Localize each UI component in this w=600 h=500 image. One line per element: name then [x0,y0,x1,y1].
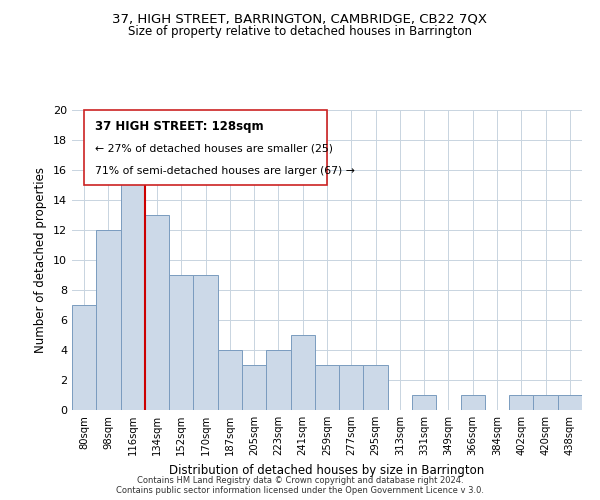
Bar [72,305,96,410]
Bar [533,395,558,410]
Bar [364,365,388,410]
Text: 37 HIGH STREET: 128sqm: 37 HIGH STREET: 128sqm [95,120,263,133]
Bar [412,395,436,410]
Text: Contains public sector information licensed under the Open Government Licence v : Contains public sector information licen… [116,486,484,495]
Bar [145,215,169,410]
Bar [315,365,339,410]
Bar [558,395,582,410]
Text: 71% of semi-detached houses are larger (67) →: 71% of semi-detached houses are larger (… [95,166,355,176]
X-axis label: Distribution of detached houses by size in Barrington: Distribution of detached houses by size … [169,464,485,476]
Text: 37, HIGH STREET, BARRINGTON, CAMBRIDGE, CB22 7QX: 37, HIGH STREET, BARRINGTON, CAMBRIDGE, … [113,12,487,26]
Bar [509,395,533,410]
Bar [169,275,193,410]
Bar [193,275,218,410]
Bar [339,365,364,410]
Bar [218,350,242,410]
Bar [290,335,315,410]
Y-axis label: Number of detached properties: Number of detached properties [34,167,47,353]
Bar [461,395,485,410]
Text: ← 27% of detached houses are smaller (25): ← 27% of detached houses are smaller (25… [95,144,333,154]
Bar [266,350,290,410]
Bar [121,170,145,410]
Bar [96,230,121,410]
Bar [242,365,266,410]
Text: Size of property relative to detached houses in Barrington: Size of property relative to detached ho… [128,25,472,38]
Text: Contains HM Land Registry data © Crown copyright and database right 2024.: Contains HM Land Registry data © Crown c… [137,476,463,485]
